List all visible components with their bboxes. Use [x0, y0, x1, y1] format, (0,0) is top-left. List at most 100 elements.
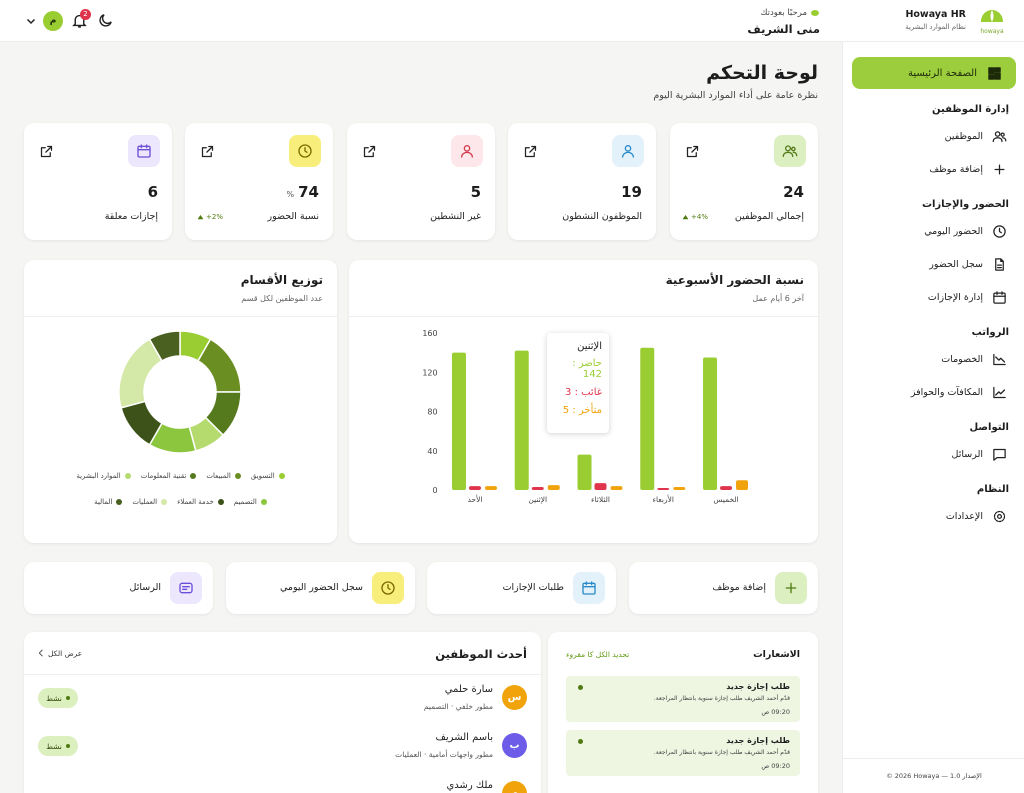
status-pill: نشط [38, 688, 78, 708]
quick-action-label: الرسائل [129, 582, 161, 593]
bar [703, 357, 718, 490]
bar [673, 487, 686, 490]
quick-action[interactable]: طلبات الإجازات [427, 562, 616, 614]
icon [372, 572, 404, 604]
icon-shape [582, 581, 596, 588]
icon [573, 572, 605, 604]
icon [992, 352, 1007, 367]
nav-item[interactable]: سجل الحضور [843, 248, 1024, 281]
notification-time: 09:20 ص [761, 762, 790, 770]
stat-card: 6 إجازات معلقة [24, 123, 172, 240]
nav-item[interactable]: إضافة موظف [843, 153, 1024, 186]
icon [522, 143, 538, 159]
greeting-block: مرحبًا بعودتك منى الشريف [690, 8, 820, 36]
chart-card: توزيع الأقسام عدد الموظفين لكل قسم التسويق… [24, 260, 337, 543]
leaf-icon [811, 10, 819, 16]
nav-item[interactable]: الحضور اليومي [843, 215, 1024, 248]
nav-item[interactable]: المكافآت والحوافز [843, 376, 1024, 409]
icon-shape [463, 145, 471, 152]
icon [992, 224, 1007, 239]
nav-item[interactable]: إدارة الإجازات [843, 281, 1024, 314]
icon [682, 214, 689, 221]
notification-item: طلب إجازة جديد قدّم أحمد الشريف طلب إجازة… [566, 730, 800, 776]
nav-home[interactable]: الصفحة الرئيسية [852, 57, 1016, 89]
icon-shape [197, 214, 204, 219]
stat-label: نسبة الحضور [267, 211, 320, 222]
quick-action[interactable]: سجل الحضور اليومي [226, 562, 415, 614]
icon [992, 447, 1007, 462]
legend-item: التسويق [251, 472, 285, 480]
icon-shape [993, 225, 1006, 238]
icon-shape [381, 581, 395, 595]
chart-title: توزيع الأقسام [240, 273, 323, 287]
employee-role: مطور واجهات أمامية · العمليات [395, 750, 493, 759]
employee-avatar: م [502, 781, 527, 793]
user-menu-toggle[interactable] [25, 15, 37, 27]
icon-shape [993, 353, 1006, 366]
icon-shape [785, 582, 797, 594]
employee-role: مطور خلفي · التصميم [423, 702, 493, 711]
legend-label: المالية [94, 498, 113, 506]
nav-label: إضافة موظف [929, 164, 983, 175]
stat-value: 74 [298, 183, 319, 201]
icon-shape [363, 145, 375, 157]
stat-value: 6 [147, 183, 158, 201]
icon-shape [993, 353, 1006, 366]
page-subtitle: نظرة عامة على أداء الموارد البشرية اليوم [653, 90, 818, 101]
quick-action-label: سجل الحضور اليومي [279, 582, 363, 593]
brand-subtitle: نظام الموارد البشرية [905, 23, 966, 31]
nav-item[interactable]: الإعدادات [843, 500, 1024, 533]
icon-shape [686, 145, 698, 157]
mark-all-read[interactable]: تحديد الكل كا مقروء [566, 650, 630, 659]
divider [24, 674, 541, 675]
icon-shape [201, 145, 213, 157]
icon [128, 135, 160, 167]
icon-shape [461, 151, 473, 158]
user-avatar[interactable]: م [43, 11, 63, 31]
stat-value-row: 19 [621, 183, 642, 201]
stat-unit: % [286, 190, 295, 199]
bar [594, 483, 607, 490]
stat-card: 74% نسبة الحضور +2% [185, 123, 333, 240]
icon-shape [137, 145, 151, 158]
icon-shape [995, 258, 1004, 271]
stat-badge: +4% [682, 213, 708, 221]
icon-shape [997, 514, 1002, 519]
icon-shape [298, 144, 312, 158]
view-all[interactable]: عرض الكل [36, 648, 82, 658]
legend-swatch [161, 499, 168, 505]
quick-action[interactable]: إضافة موظف [629, 562, 818, 614]
theme-toggle[interactable] [97, 12, 114, 29]
stat-label: إجازات معلقة [104, 211, 158, 222]
notification-body: قدّم أحمد الشريف طلب إجازة سنوية بانتظار… [653, 749, 790, 756]
icon-shape [582, 581, 596, 595]
icon [992, 290, 1007, 305]
moon-shape [99, 14, 112, 27]
stat-value: 5 [470, 183, 481, 201]
nav-item[interactable]: الرسائل [843, 438, 1024, 471]
x-tick-label: الأربعاء [653, 494, 675, 504]
icon-shape [179, 582, 193, 594]
nav-item[interactable]: الموظفين [843, 120, 1024, 153]
tooltip-line: متأخر : 5 [562, 405, 602, 416]
legend-swatch [190, 473, 197, 479]
stat-badge-text: +2% [206, 213, 223, 221]
icon-shape [993, 291, 1006, 297]
notification-title: طلب إجازة جديد [726, 682, 790, 691]
icon-shape [461, 145, 473, 158]
legend-label: التسويق [250, 472, 275, 480]
legend-item: العمليات [132, 498, 168, 506]
nav-item[interactable]: الخصومات [843, 343, 1024, 376]
stat-value-row: 24 [783, 183, 804, 201]
unread-dot [578, 685, 583, 690]
icon [992, 385, 1007, 400]
icon-shape [785, 582, 797, 594]
quick-action[interactable]: الرسائل [24, 562, 213, 614]
icon-shape [201, 145, 213, 157]
legend-label: الموارد البشرية [76, 472, 121, 480]
chevron-shape [26, 18, 36, 25]
bar-chart: 0 40 80 120 160 الأحد الإثنين الثلاثاء الأربعاء ا… [422, 329, 749, 504]
icon-shape [988, 66, 1001, 80]
stat-card: 19 الموظفون النشطون [508, 123, 656, 240]
